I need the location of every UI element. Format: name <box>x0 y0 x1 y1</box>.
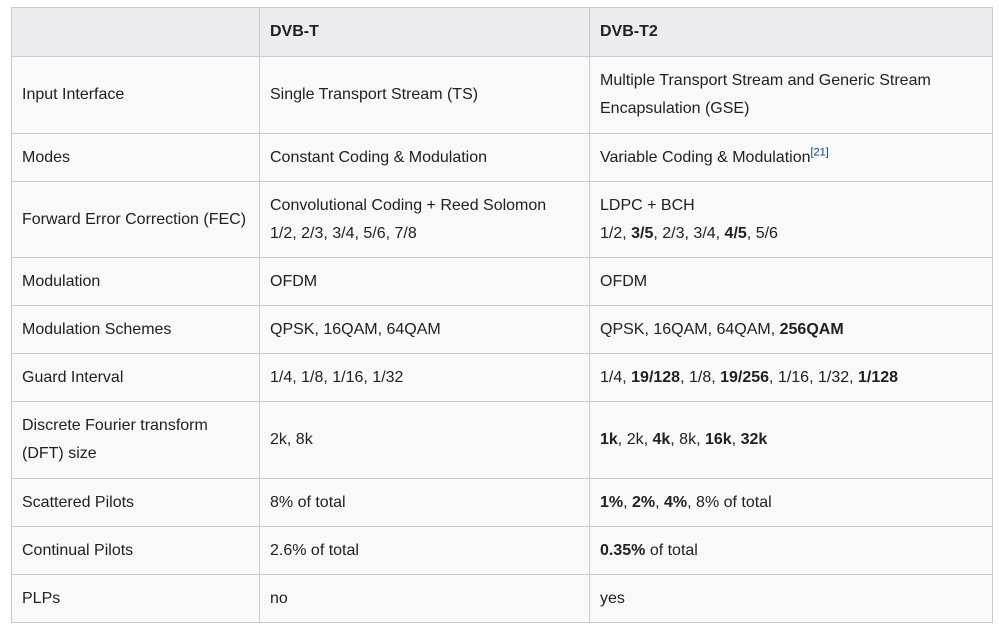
value-text: 1/4, <box>600 368 632 386</box>
value-text: , 1/16, 1/32, <box>769 368 858 386</box>
dvbt-value: 1/4, 1/8, 1/16, 1/32 <box>259 353 590 402</box>
dvbt2-value: 1%, 2%, 4%, 8% of total <box>589 478 993 527</box>
rate-text: , 5/6 <box>746 224 778 242</box>
row-input-interface: Input Interface Single Transport Stream … <box>11 56 993 134</box>
rate-text: , 2/3, 3/4, <box>653 224 725 242</box>
dvbt2-value: 1k, 2k, 4k, 8k, 16k, 32k <box>589 401 993 479</box>
dvbt2-value: 1/4, 19/128, 1/8, 19/256, 1/16, 1/32, 1/… <box>589 353 993 402</box>
dvbt-value: Single Transport Stream (TS) <box>259 56 590 134</box>
dvbt-value: QPSK, 16QAM, 64QAM <box>259 305 590 354</box>
value-text: , <box>623 493 633 511</box>
value-text: , 1/8, <box>680 368 721 386</box>
header-dvbt2: DVB-T2 <box>589 7 993 57</box>
row-label: Input Interface <box>11 56 260 134</box>
value-new: 0.35% <box>600 541 646 559</box>
dvbt2-value: yes <box>589 574 993 623</box>
value-text: , 8% of total <box>687 493 772 511</box>
rate-new: 3/5 <box>631 224 654 242</box>
dvbt-fec-scheme: Convolutional Coding + Reed Solomon <box>270 196 547 214</box>
value-text: , 2k, <box>617 431 653 448</box>
dvbt-value: Convolutional Coding + Reed Solomon 1/2,… <box>259 181 590 258</box>
value-new: 2% <box>632 493 656 511</box>
value-text: of total <box>645 541 698 559</box>
value-new: 1k <box>600 431 618 448</box>
rate-new: 4/5 <box>724 224 747 242</box>
value-text: , <box>655 493 665 511</box>
dvbt2-value: Variable Coding & Modulation[21] <box>589 133 993 182</box>
row-label: Discrete Fourier transform (DFT) size <box>11 401 260 479</box>
dvbt-value: 8% of total <box>259 478 590 527</box>
dvbt-value: OFDM <box>259 257 590 306</box>
value-text: , <box>731 431 741 448</box>
citation-link[interactable]: [21] <box>810 146 829 159</box>
row-label: Scattered Pilots <box>11 478 260 527</box>
value-new: 1/128 <box>858 368 899 386</box>
value-new: 16k <box>704 431 732 448</box>
dvb-comparison-table: DVB-T DVB-T2 Input Interface Single Tran… <box>11 7 993 623</box>
value-new: 19/128 <box>631 368 681 386</box>
dvbt2-fec-scheme: LDPC + BCH <box>600 196 695 214</box>
row-modes: Modes Constant Coding & Modulation Varia… <box>11 133 993 182</box>
row-label: Forward Error Correction (FEC) <box>11 181 260 258</box>
dvbt2-text: Variable Coding & Modulation <box>600 148 811 166</box>
dvbt-value: 2k, 8k <box>259 401 590 479</box>
dvbt2-value: OFDM <box>589 257 993 306</box>
value-new: 19/256 <box>720 368 770 386</box>
row-modulation-schemes: Modulation Schemes QPSK, 16QAM, 64QAM QP… <box>11 305 993 354</box>
dvbt-value: no <box>259 574 590 623</box>
row-dft-size: Discrete Fourier transform (DFT) size 2k… <box>11 401 993 479</box>
row-guard-interval: Guard Interval 1/4, 1/8, 1/16, 1/32 1/4,… <box>11 353 993 402</box>
dvbt-value: Constant Coding & Modulation <box>259 133 590 182</box>
row-continual-pilots: Continual Pilots 2.6% of total 0.35% of … <box>11 526 993 575</box>
row-label: Modulation <box>11 257 260 306</box>
row-label: Modes <box>11 133 260 182</box>
dvbt-value: 2.6% of total <box>259 526 590 575</box>
rate-text: 1/2, <box>600 224 632 242</box>
dvbt-fec-rates: 1/2, 2/3, 3/4, 5/6, 7/8 <box>270 224 417 242</box>
row-scattered-pilots: Scattered Pilots 8% of total 1%, 2%, 4%,… <box>11 478 993 527</box>
row-label: Modulation Schemes <box>11 305 260 354</box>
dvbt2-fec-rates: 1/2, 3/5, 2/3, 3/4, 4/5, 5/6 <box>600 220 982 248</box>
value-text: QPSK, 16QAM, 64QAM, <box>600 320 780 338</box>
dvbt2-value: LDPC + BCH 1/2, 3/5, 2/3, 3/4, 4/5, 5/6 <box>589 181 993 258</box>
header-dvbt: DVB-T <box>259 7 590 57</box>
row-modulation: Modulation OFDM OFDM <box>11 257 993 306</box>
header-empty <box>11 7 260 57</box>
dvbt2-value: Multiple Transport Stream and Generic St… <box>589 56 993 134</box>
value-new: 1% <box>600 493 624 511</box>
row-label: Continual Pilots <box>11 526 260 575</box>
row-label: Guard Interval <box>11 353 260 402</box>
header-row: DVB-T DVB-T2 <box>11 7 993 57</box>
row-fec: Forward Error Correction (FEC) Convoluti… <box>11 181 993 258</box>
dvbt2-value: 0.35% of total <box>589 526 993 575</box>
row-label: PLPs <box>11 574 260 623</box>
dvbt2-value: QPSK, 16QAM, 64QAM, 256QAM <box>589 305 993 354</box>
value-new: 256QAM <box>779 320 844 338</box>
value-new: 32k <box>740 431 768 448</box>
value-new: 4k <box>652 431 671 448</box>
value-text: , 8k, <box>670 431 705 448</box>
row-plps: PLPs no yes <box>11 574 993 623</box>
value-new: 4% <box>664 493 688 511</box>
